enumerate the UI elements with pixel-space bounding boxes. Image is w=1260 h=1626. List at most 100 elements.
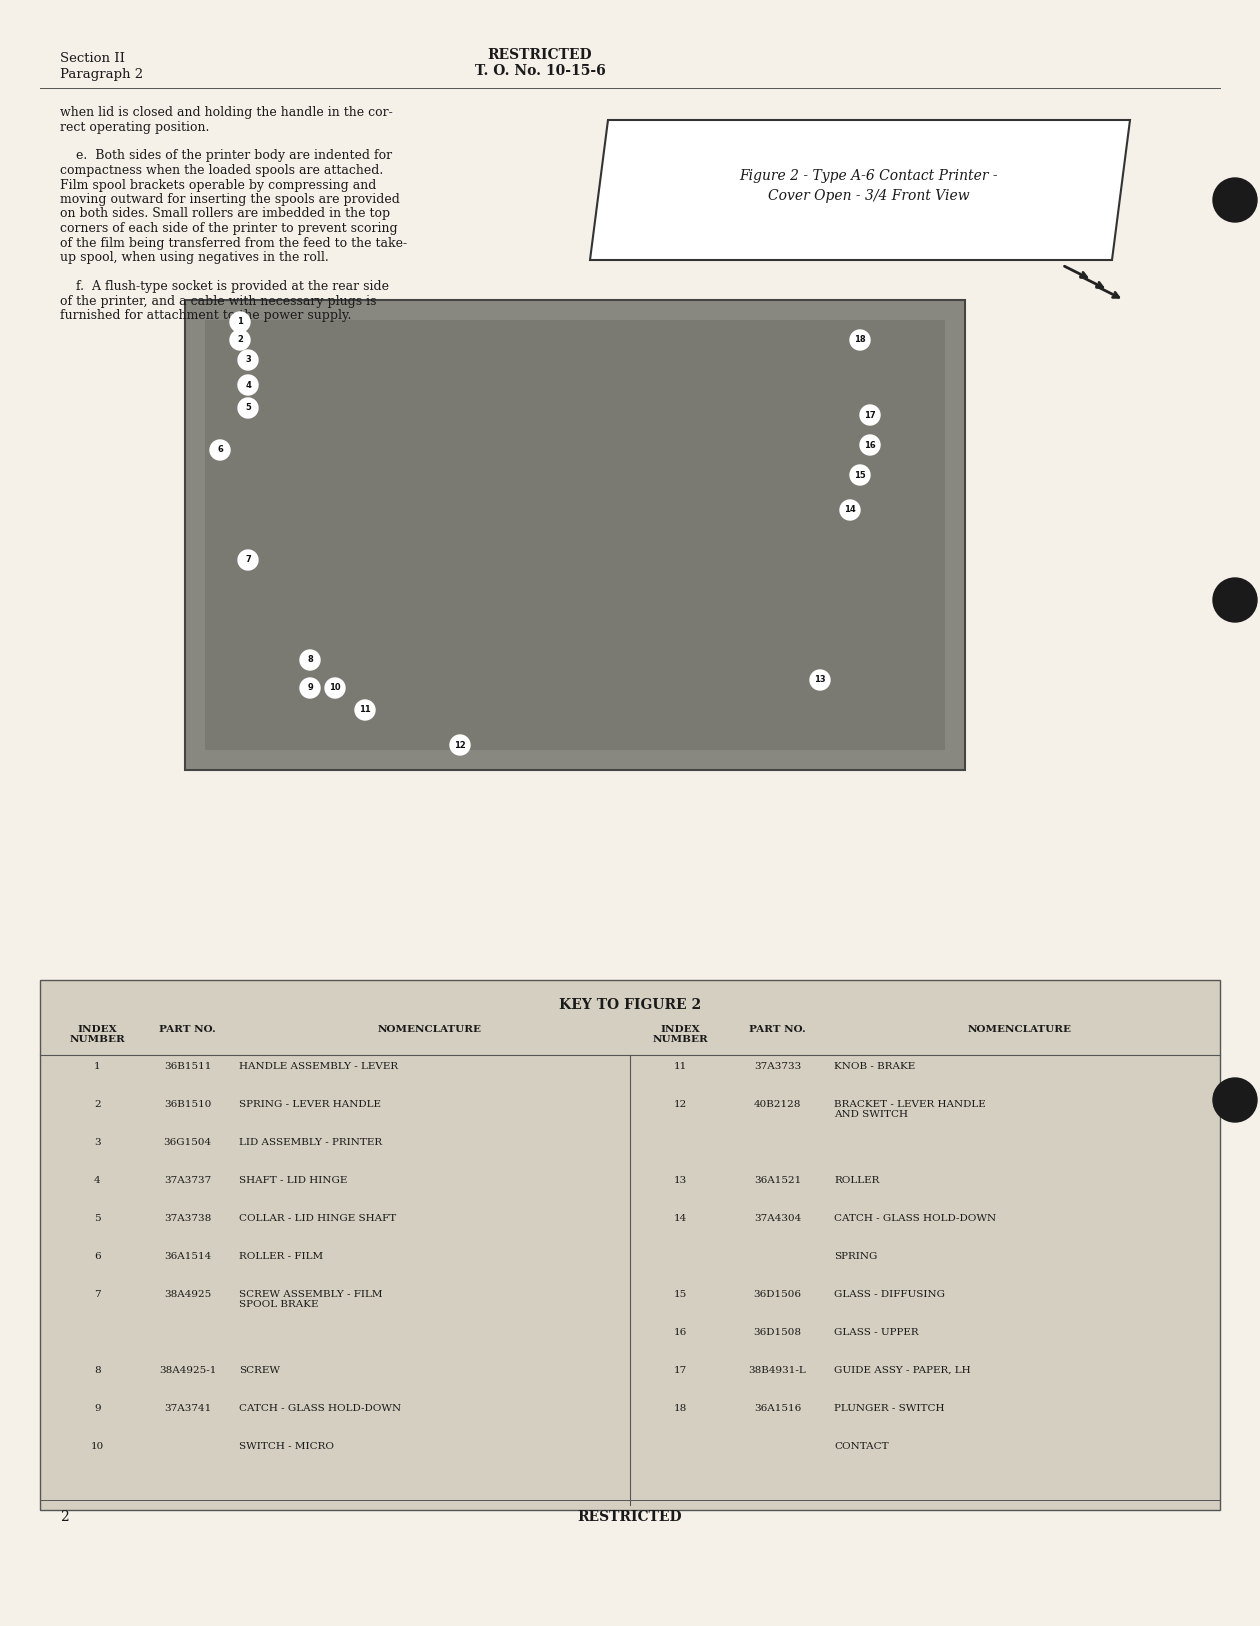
Text: 36A1521: 36A1521 xyxy=(753,1176,801,1185)
Text: 40B2128: 40B2128 xyxy=(753,1101,801,1109)
Text: PLUNGER - SWITCH: PLUNGER - SWITCH xyxy=(834,1403,945,1413)
Text: furnished for attachment to the power supply.: furnished for attachment to the power su… xyxy=(60,309,352,322)
Text: INDEX
NUMBER: INDEX NUMBER xyxy=(653,1024,708,1044)
Text: 36G1504: 36G1504 xyxy=(164,1138,212,1146)
Text: on both sides. Small rollers are imbedded in the top: on both sides. Small rollers are imbedde… xyxy=(60,208,391,221)
Text: moving outward for inserting the spools are provided: moving outward for inserting the spools … xyxy=(60,193,399,207)
Text: 3: 3 xyxy=(246,356,251,364)
Text: RESTRICTED: RESTRICTED xyxy=(577,1511,683,1524)
Text: 4: 4 xyxy=(94,1176,101,1185)
Text: 13: 13 xyxy=(673,1176,687,1185)
Text: rect operating position.: rect operating position. xyxy=(60,120,209,133)
Text: 1: 1 xyxy=(94,1062,101,1072)
Circle shape xyxy=(850,330,869,350)
Text: Paragraph 2: Paragraph 2 xyxy=(60,68,144,81)
Text: 3: 3 xyxy=(94,1138,101,1146)
Text: 2: 2 xyxy=(60,1511,69,1524)
Polygon shape xyxy=(590,120,1130,260)
Text: 37A3733: 37A3733 xyxy=(753,1062,801,1072)
Text: Film spool brackets operable by compressing and: Film spool brackets operable by compress… xyxy=(60,179,377,192)
Text: 36D1506: 36D1506 xyxy=(753,1289,801,1299)
Text: Section II: Section II xyxy=(60,52,125,65)
Text: 15: 15 xyxy=(854,470,866,480)
Text: 14: 14 xyxy=(673,1215,687,1223)
Text: 7: 7 xyxy=(94,1289,101,1299)
Text: GUIDE ASSY - PAPER, LH: GUIDE ASSY - PAPER, LH xyxy=(834,1366,970,1376)
Text: T. O. No. 10-15-6: T. O. No. 10-15-6 xyxy=(475,63,605,78)
Text: 15: 15 xyxy=(673,1289,687,1299)
Text: NOMENCLATURE: NOMENCLATURE xyxy=(968,1024,1072,1034)
Text: up spool, when using negatives in the roll.: up spool, when using negatives in the ro… xyxy=(60,250,329,263)
Text: SCREW ASSEMBLY - FILM
SPOOL BRAKE: SCREW ASSEMBLY - FILM SPOOL BRAKE xyxy=(239,1289,383,1309)
Text: 14: 14 xyxy=(844,506,856,514)
Circle shape xyxy=(325,678,345,698)
Text: corners of each side of the printer to prevent scoring: corners of each side of the printer to p… xyxy=(60,223,398,236)
Circle shape xyxy=(450,735,470,754)
Text: 4: 4 xyxy=(244,380,251,390)
Text: 36B1511: 36B1511 xyxy=(164,1062,212,1072)
Text: 2: 2 xyxy=(94,1101,101,1109)
Text: 36A1514: 36A1514 xyxy=(164,1252,212,1262)
Text: Figure 2 - Type A-6 Contact Printer -: Figure 2 - Type A-6 Contact Printer - xyxy=(740,169,998,184)
Text: KEY TO FIGURE 2: KEY TO FIGURE 2 xyxy=(559,998,701,1011)
Text: 36A1516: 36A1516 xyxy=(753,1403,801,1413)
Text: 6: 6 xyxy=(217,446,223,455)
Text: ROLLER - FILM: ROLLER - FILM xyxy=(239,1252,323,1262)
Text: 16: 16 xyxy=(673,1328,687,1337)
Text: 18: 18 xyxy=(854,335,866,345)
Text: 18: 18 xyxy=(673,1403,687,1413)
Text: 37A3741: 37A3741 xyxy=(164,1403,212,1413)
Text: 17: 17 xyxy=(864,410,876,420)
Text: LID ASSEMBLY - PRINTER: LID ASSEMBLY - PRINTER xyxy=(239,1138,382,1146)
FancyBboxPatch shape xyxy=(205,320,945,750)
Circle shape xyxy=(238,550,258,571)
Text: 11: 11 xyxy=(359,706,370,714)
Text: 5: 5 xyxy=(244,403,251,413)
Text: 7: 7 xyxy=(246,556,251,564)
Text: CONTACT: CONTACT xyxy=(834,1442,888,1450)
Text: COLLAR - LID HINGE SHAFT: COLLAR - LID HINGE SHAFT xyxy=(239,1215,396,1223)
Text: PART NO.: PART NO. xyxy=(750,1024,806,1034)
FancyBboxPatch shape xyxy=(185,301,965,771)
Circle shape xyxy=(861,405,879,424)
Text: Cover Open - 3/4 Front View: Cover Open - 3/4 Front View xyxy=(769,189,970,203)
Text: SHAFT - LID HINGE: SHAFT - LID HINGE xyxy=(239,1176,348,1185)
Text: 38A4925-1: 38A4925-1 xyxy=(159,1366,217,1376)
Circle shape xyxy=(1213,177,1257,223)
Text: 17: 17 xyxy=(673,1366,687,1376)
Text: 16: 16 xyxy=(864,441,876,449)
Text: 37A3737: 37A3737 xyxy=(164,1176,212,1185)
Circle shape xyxy=(355,701,375,720)
Circle shape xyxy=(210,441,231,460)
Text: 6: 6 xyxy=(94,1252,101,1262)
Text: 36B1510: 36B1510 xyxy=(164,1101,212,1109)
Text: 2: 2 xyxy=(237,335,243,345)
Text: when lid is closed and holding the handle in the cor-: when lid is closed and holding the handl… xyxy=(60,106,393,119)
Text: GLASS - DIFFUSING: GLASS - DIFFUSING xyxy=(834,1289,945,1299)
Text: of the printer, and a cable with necessary plugs is: of the printer, and a cable with necessa… xyxy=(60,294,377,307)
Circle shape xyxy=(840,501,861,520)
Text: 37A4304: 37A4304 xyxy=(753,1215,801,1223)
Text: HANDLE ASSEMBLY - LEVER: HANDLE ASSEMBLY - LEVER xyxy=(239,1062,398,1072)
Text: 9: 9 xyxy=(94,1403,101,1413)
Circle shape xyxy=(238,376,258,395)
Text: BRACKET - LEVER HANDLE
AND SWITCH: BRACKET - LEVER HANDLE AND SWITCH xyxy=(834,1101,985,1119)
Circle shape xyxy=(1213,1078,1257,1122)
Text: CATCH - GLASS HOLD-DOWN: CATCH - GLASS HOLD-DOWN xyxy=(834,1215,997,1223)
Text: 10: 10 xyxy=(91,1442,105,1450)
Text: 5: 5 xyxy=(94,1215,101,1223)
Text: compactness when the loaded spools are attached.: compactness when the loaded spools are a… xyxy=(60,164,383,177)
Text: 9: 9 xyxy=(307,683,312,693)
Circle shape xyxy=(850,465,869,485)
Text: KNOB - BRAKE: KNOB - BRAKE xyxy=(834,1062,915,1072)
Text: 37A3738: 37A3738 xyxy=(164,1215,212,1223)
Text: NOMENCLATURE: NOMENCLATURE xyxy=(378,1024,483,1034)
Text: 1: 1 xyxy=(237,317,243,327)
Text: of the film being transferred from the feed to the take-: of the film being transferred from the f… xyxy=(60,236,407,249)
Text: SWITCH - MICRO: SWITCH - MICRO xyxy=(239,1442,334,1450)
Circle shape xyxy=(231,330,249,350)
FancyBboxPatch shape xyxy=(40,980,1220,1511)
Text: 8: 8 xyxy=(94,1366,101,1376)
Text: ROLLER: ROLLER xyxy=(834,1176,879,1185)
Text: f.  A flush-type socket is provided at the rear side: f. A flush-type socket is provided at th… xyxy=(60,280,389,293)
